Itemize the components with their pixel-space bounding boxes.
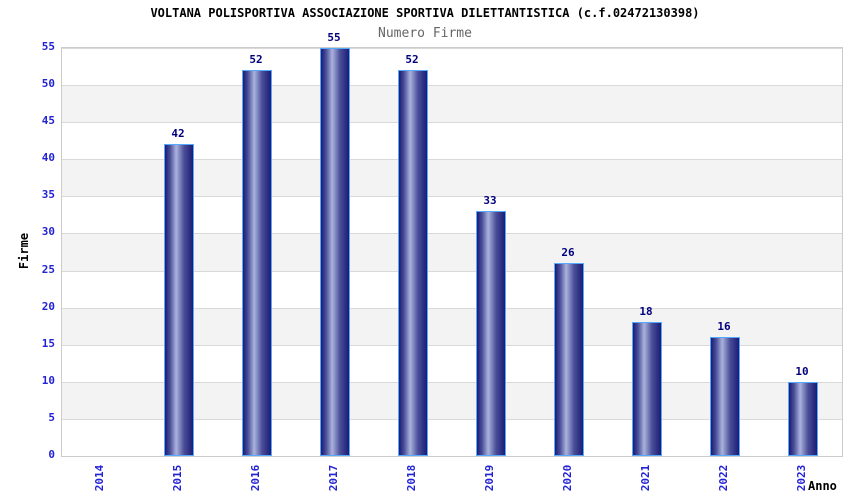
bar-value-label: 16 [717,320,731,334]
bar [632,322,662,456]
bar [164,144,194,456]
gridline [62,233,842,235]
plot-area [61,47,843,457]
bar-value-label: 52 [405,53,419,67]
chart-subtitle: Numero Firme [378,26,472,41]
y-tick-label: 40 [41,151,55,165]
bar-value-label: 10 [795,364,809,378]
y-tick-label: 20 [41,299,55,313]
grid-band [62,85,842,123]
y-tick-label: 50 [41,77,55,91]
gridline [62,122,842,124]
gridline [62,159,842,161]
y-tick-label: 10 [41,373,55,387]
y-tick-label: 30 [41,225,55,239]
bar-value-label: 18 [639,305,653,319]
bar [788,381,818,456]
bar [476,211,506,456]
bar-value-label: 33 [483,194,497,208]
bar [320,48,350,456]
x-tick-label: 2020 [561,464,574,492]
gridline [62,270,842,272]
x-tick-label: 2021 [639,464,652,492]
bar-value-label: 42 [171,127,185,141]
x-tick-label: 2019 [483,464,496,492]
bar-value-label: 55 [327,31,341,44]
bar [710,337,740,456]
gridline [62,196,842,198]
bar [398,70,428,456]
x-tick-label: 2022 [717,464,730,492]
y-tick-label: 25 [41,262,55,276]
gridline [62,344,842,346]
y-tick-label: 35 [41,188,55,202]
x-tick-label: 2018 [405,464,418,492]
gridline [62,418,842,420]
gridline [62,85,842,87]
gridline [62,307,842,309]
gridline [62,48,842,49]
y-tick-label: 0 [48,448,55,461]
bar [242,70,272,456]
x-tick-label: 2015 [171,464,184,492]
bar-value-label: 26 [561,246,575,260]
chart-title: VOLTANA POLISPORTIVA ASSOCIAZIONE SPORTI… [150,6,700,20]
y-tick-label: 45 [41,114,55,128]
x-tick-label: 2017 [327,464,340,492]
x-tick-label: 2014 [93,464,106,492]
x-tick-label: 2023 [795,464,808,492]
bar-value-label: 52 [249,53,263,67]
x-tick-label: 2016 [249,464,262,492]
y-tick-label: 55 [41,40,55,53]
y-tick-label: 5 [48,410,55,424]
x-axis-title: Anno [808,479,837,493]
y-tick-label: 15 [41,336,55,350]
bar [554,263,584,456]
gridline [62,381,842,383]
